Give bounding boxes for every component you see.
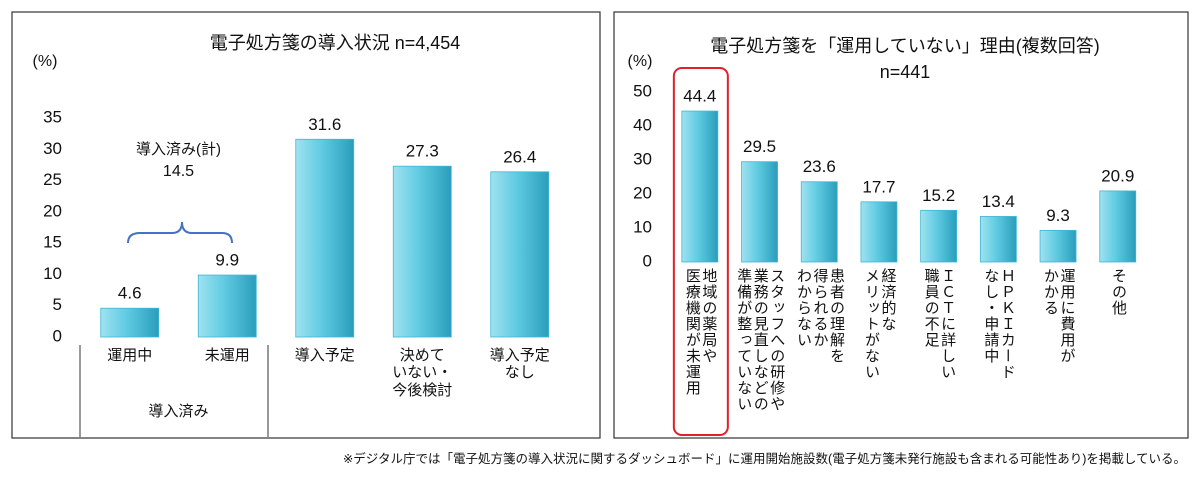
annotation-label: 導入済み(計) — [136, 141, 221, 158]
value-label: 31.6 — [308, 115, 341, 134]
x-tick-label: 運用に費用が かかる — [1042, 268, 1076, 364]
chart-title: 電子処方箋の導入状況 n=4,454 — [210, 33, 461, 53]
y-tick-label: 5 — [53, 295, 62, 314]
y-tick-label: 10 — [43, 264, 62, 283]
value-label: 17.7 — [862, 177, 895, 196]
x-tick-label: スタッフへの研修や 業務の見直しなどの 準備が整っていない — [735, 268, 786, 412]
x-tick-label: ＩＣＴに詳しい 職員の不足 — [922, 268, 957, 380]
bar — [979, 216, 1017, 263]
unit-label: (%) — [628, 53, 653, 70]
bar — [197, 274, 257, 338]
x-tick-label: 経済的な メリットがない — [862, 268, 897, 380]
chart-frame — [11, 11, 601, 439]
value-label: 9.9 — [215, 251, 239, 270]
x-tick-label: ＨＰＫＩカード なし・申請中 — [982, 268, 1016, 380]
y-tick-label: 20 — [43, 201, 62, 220]
bar — [392, 165, 452, 338]
y-tick-label: 0 — [53, 326, 62, 345]
value-label: 20.9 — [1101, 166, 1134, 185]
y-tick-label: 0 — [643, 251, 652, 270]
value-label: 9.3 — [1046, 206, 1070, 225]
y-tick-label: 30 — [43, 139, 62, 158]
y-tick-label: 10 — [633, 217, 652, 236]
bar — [920, 209, 958, 263]
x-tick-label: 導入予定 — [294, 347, 355, 364]
x-tick-label: 導入予定 なし — [489, 347, 550, 382]
chart-frame — [613, 11, 1189, 439]
x-tick-label: 運用中 — [107, 347, 153, 364]
y-tick-label: 40 — [633, 115, 652, 134]
value-label: 26.4 — [503, 147, 536, 166]
chart-subtitle: n=441 — [880, 62, 931, 82]
bar — [1099, 190, 1137, 263]
x-tick-label: 未運用 — [204, 347, 250, 364]
bar — [681, 110, 719, 263]
chart-title: 電子処方箋を「運用していない」理由(複数回答) — [710, 36, 1099, 56]
y-tick-label: 35 — [43, 107, 62, 126]
bar — [860, 201, 898, 263]
bar — [1039, 229, 1077, 263]
value-label: 15.2 — [922, 186, 955, 205]
bar — [741, 161, 778, 263]
annotation-value: 14.5 — [163, 163, 194, 180]
bar — [490, 171, 550, 338]
bracket — [127, 221, 233, 244]
bar — [800, 181, 838, 263]
value-label: 29.5 — [743, 137, 776, 156]
bar — [295, 138, 355, 338]
y-tick-label: 20 — [633, 183, 652, 202]
value-label: 4.6 — [118, 284, 142, 303]
y-tick-label: 15 — [43, 233, 62, 252]
bar — [100, 307, 160, 338]
y-tick-label: 50 — [633, 81, 652, 100]
value-label: 27.3 — [406, 142, 439, 161]
footnote: ※デジタル庁では「電子処方箋の導入状況に関するダッシュボード」に運用開始施設数(… — [342, 452, 1186, 466]
value-label: 13.4 — [982, 192, 1015, 211]
value-label: 23.6 — [803, 157, 836, 176]
highlight-box — [672, 67, 729, 436]
group-label: 導入済み — [148, 403, 208, 420]
x-tick-label: 患者の理解を 得られるか わからない — [795, 268, 845, 364]
x-tick-label: その他 — [1110, 268, 1127, 316]
x-tick-label: 決めて いない・ 今後検討 — [392, 347, 453, 399]
y-tick-label: 30 — [633, 149, 652, 168]
y-tick-label: 25 — [43, 170, 62, 189]
unit-label: (%) — [33, 53, 58, 70]
value-label: 44.4 — [683, 87, 716, 106]
x-tick-label: 地域の薬局や 医療機関が未運用 — [683, 268, 718, 396]
